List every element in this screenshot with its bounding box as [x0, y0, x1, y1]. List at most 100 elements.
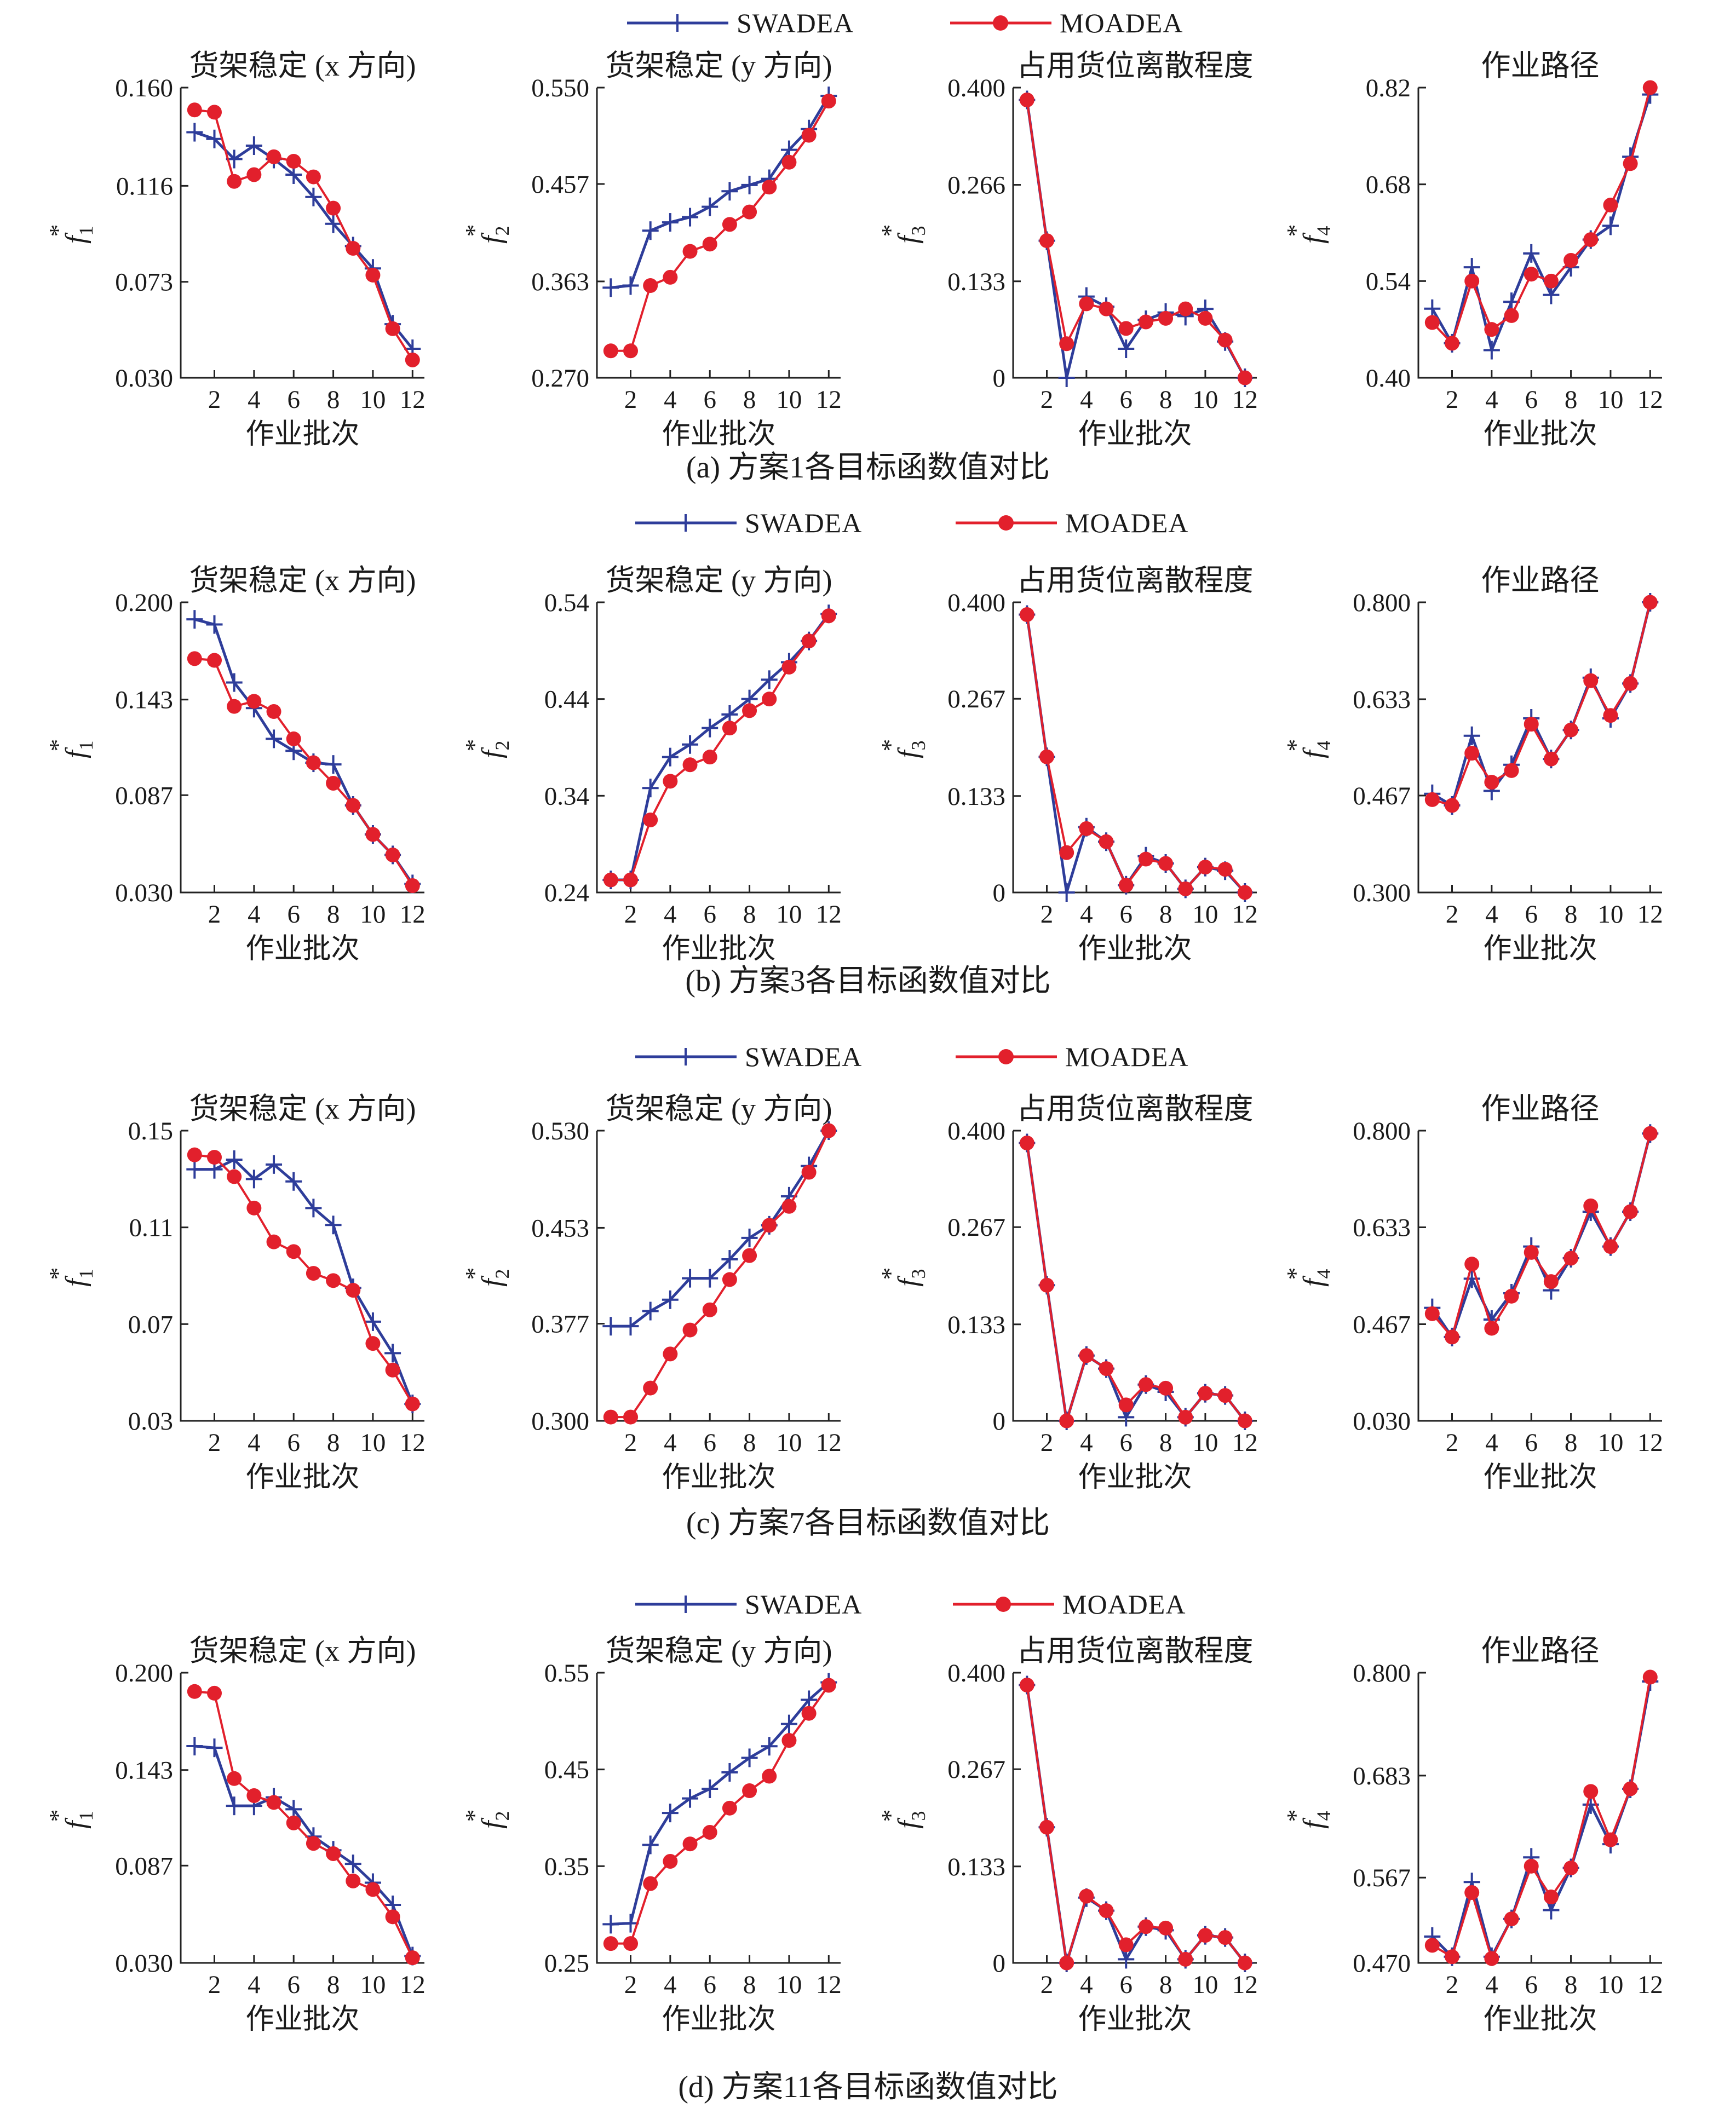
x-tick-label: 8 — [743, 1971, 756, 1999]
series-line-moadea — [1431, 1133, 1652, 1338]
x-tick-label: 2 — [624, 1429, 637, 1457]
data-point-circle — [702, 237, 717, 252]
data-point-circle — [1059, 1413, 1074, 1429]
x-tick-label: 2 — [1446, 1429, 1459, 1457]
x-tick-label: 12 — [1637, 1429, 1663, 1457]
data-point-plus — [285, 1172, 302, 1191]
y-tick-label: 0.030 — [1353, 1407, 1411, 1436]
y-axis-label: f1* — [44, 1810, 97, 1829]
y-tick-label: 0.40 — [1366, 364, 1411, 393]
x-tick-label: 12 — [1232, 1971, 1258, 1999]
data-point-plus — [305, 1199, 322, 1218]
data-point-circle — [1464, 746, 1480, 761]
x-tick-label: 8 — [1159, 385, 1172, 414]
y-tick-label: 0.300 — [531, 1407, 589, 1436]
panel-0-3: 作业路径 0.40 0.54 0.68 0.82 2 4 6 8 10 12 作业批次 f4* — [1281, 49, 1663, 450]
data-point-circle — [1039, 1277, 1055, 1293]
series-moadea — [1424, 1126, 1658, 1345]
x-tick-label: 2 — [624, 385, 637, 414]
series-moadea — [603, 1678, 836, 1951]
data-point-plus — [226, 673, 243, 692]
data-point-plus — [761, 1737, 778, 1756]
y-tick-label: 0.45 — [544, 1756, 589, 1784]
x-tick-label: 2 — [208, 1971, 221, 1999]
x-tick-label: 12 — [1637, 900, 1663, 929]
data-point-circle — [801, 1165, 817, 1180]
legend-label-moadea: MOADEA — [1065, 508, 1188, 538]
x-tick-label: 6 — [287, 1971, 300, 1999]
data-point-circle — [1158, 310, 1174, 326]
data-point-plus — [206, 615, 223, 634]
y-tick-label: 0.200 — [115, 589, 173, 617]
legend-label-swadea: SWADEA — [745, 1589, 862, 1620]
y-axis-label: f3* — [876, 1810, 929, 1829]
chart-group-2: SWADEA MOADEA 货架稳定 (x 方向) 0.03 0.07 0.11 0.15 2… — [44, 1041, 1663, 1540]
x-axis-label: 作业批次 — [245, 419, 359, 450]
y-tick-label: 0.160 — [115, 74, 173, 102]
data-point-circle — [1237, 370, 1252, 385]
panel-2-3: 作业路径 0.030 0.467 0.633 0.800 2 4 6 8 10 12 作业批次 f4* — [1281, 1092, 1663, 1493]
y-tick-label: 0.82 — [1366, 74, 1411, 102]
x-tick-label: 6 — [1119, 1429, 1133, 1457]
data-point-circle — [266, 149, 281, 164]
data-point-circle — [742, 204, 757, 220]
y-axis-label: f4* — [1281, 1810, 1335, 1829]
x-tick-label: 4 — [1080, 900, 1093, 929]
data-point-circle — [643, 813, 658, 827]
chart-group-3: SWADEA MOADEA 货架稳定 (x 方向) 0.030 0.087 0.143 0.… — [44, 1589, 1663, 2104]
y-tick-label: 0.470 — [1353, 1949, 1411, 1978]
y-tick-label: 0.400 — [947, 1659, 1005, 1687]
data-point-circle — [682, 757, 698, 773]
x-tick-label: 6 — [287, 1429, 300, 1457]
y-tick-label: 0.03 — [128, 1407, 173, 1436]
data-point-circle — [762, 692, 777, 707]
panel-title: 货架稳定 (x 方向) — [189, 49, 416, 82]
data-point-circle — [1039, 233, 1055, 249]
data-point-circle — [1583, 1198, 1599, 1213]
data-point-plus — [682, 208, 699, 227]
x-tick-label: 4 — [248, 1429, 261, 1457]
data-point-circle — [1178, 301, 1193, 316]
data-point-circle — [702, 1825, 717, 1840]
data-point-circle — [1583, 1784, 1599, 1799]
data-point-circle — [1603, 1832, 1618, 1847]
y-axis-label: f4* — [1281, 739, 1335, 758]
data-point-circle — [1424, 1938, 1440, 1953]
x-tick-label: 10 — [1192, 1971, 1218, 1999]
data-point-plus — [662, 1290, 679, 1309]
series-line-moadea — [1026, 1685, 1246, 1964]
data-point-circle — [1138, 1919, 1153, 1934]
x-tick-label: 6 — [287, 900, 300, 929]
series-line-swadea — [1025, 100, 1246, 379]
data-point-plus — [662, 747, 679, 767]
y-tick-label: 0.400 — [947, 1117, 1005, 1145]
x-tick-label: 10 — [1597, 900, 1623, 929]
data-point-circle — [781, 1199, 797, 1214]
data-point-circle — [821, 94, 836, 109]
data-point-circle — [1237, 1955, 1252, 1971]
x-tick-label: 10 — [776, 1429, 802, 1457]
data-point-plus — [741, 1228, 758, 1247]
axes — [180, 1131, 424, 1422]
x-tick-label: 8 — [327, 1971, 340, 1999]
data-point-circle — [405, 878, 420, 894]
data-point-circle — [1524, 717, 1539, 732]
data-point-circle — [1079, 1888, 1094, 1904]
data-point-circle — [1642, 1669, 1658, 1685]
y-tick-label: 0.116 — [116, 172, 173, 200]
x-tick-label: 12 — [816, 1429, 842, 1457]
x-tick-label: 10 — [776, 900, 802, 929]
y-tick-label: 0.133 — [947, 1311, 1005, 1339]
data-point-plus — [1424, 299, 1441, 318]
data-point-circle — [207, 653, 222, 668]
data-point-plus — [721, 1763, 738, 1782]
data-point-plus — [1058, 883, 1075, 902]
data-point-circle — [1445, 1329, 1460, 1345]
data-point-circle — [1464, 1885, 1480, 1900]
panel-3-1: 货架稳定 (y 方向) 0.25 0.35 0.45 0.55 2 4 6 8 10 12 作业批次 f… — [460, 1634, 842, 2035]
data-point-circle — [1198, 860, 1213, 875]
x-tick-label: 6 — [1525, 900, 1538, 929]
series-moadea — [1019, 1136, 1252, 1429]
series-line-moadea — [194, 108, 413, 361]
series-swadea — [1019, 1133, 1254, 1430]
